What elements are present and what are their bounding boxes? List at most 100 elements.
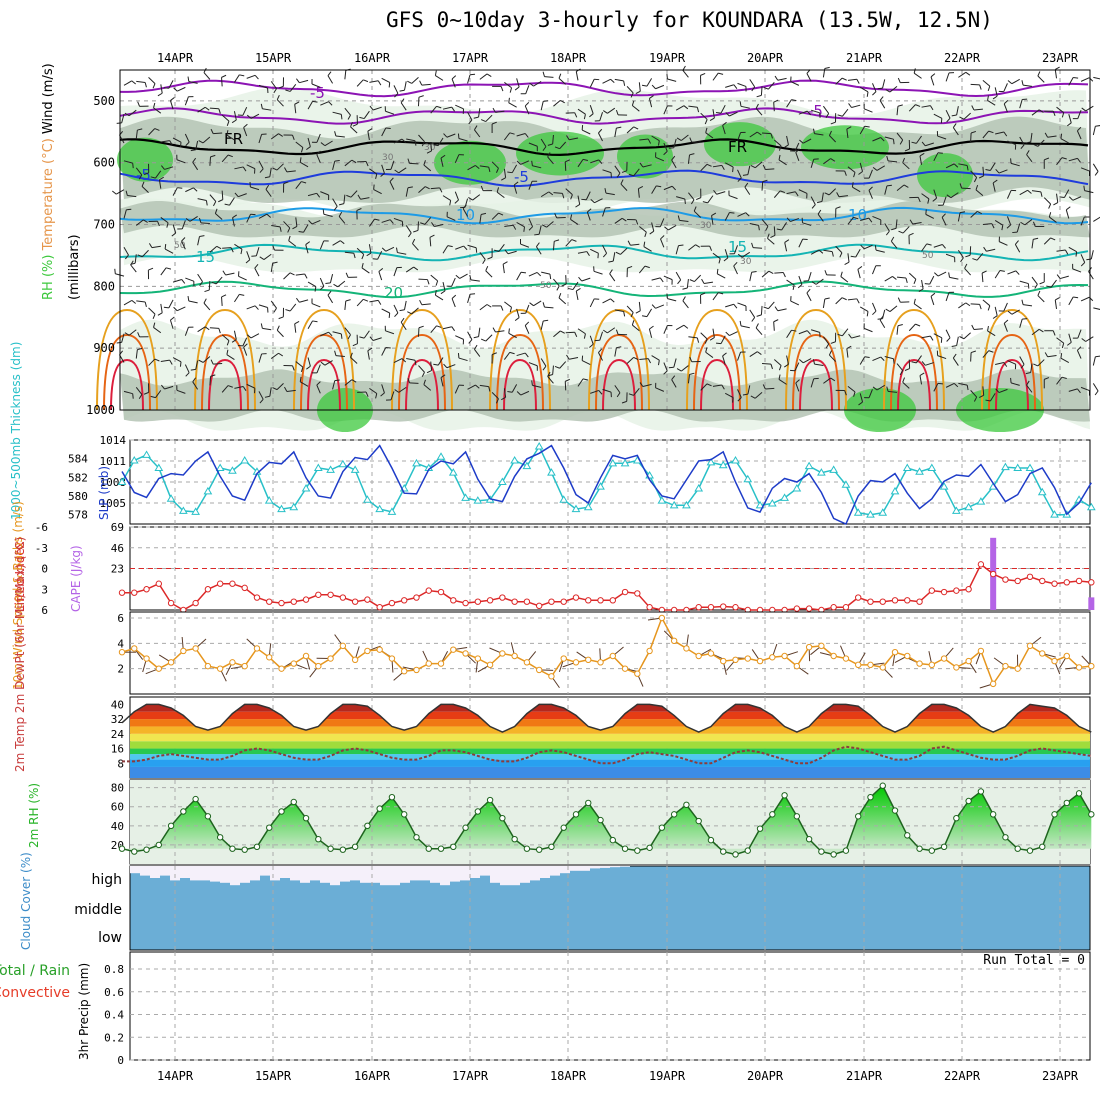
wind-barb: [888, 160, 898, 163]
wind-barb: [773, 321, 775, 331]
wind-barb-flag: [443, 133, 448, 138]
wind-speed-line-point: [204, 662, 212, 670]
ylabel-rh2m: 2m RH (%): [27, 783, 41, 848]
wind-barb-flag: [125, 190, 128, 196]
wind-barb: [503, 352, 511, 360]
wind-barb-flag: [150, 395, 156, 399]
lifted-index-line-point: [302, 596, 310, 603]
wind-barb-flag: [602, 110, 608, 114]
thickness-line-point: [571, 504, 581, 513]
slp-tick-label: 1005: [100, 497, 127, 510]
wind-barb: [393, 217, 403, 222]
rh-line-point: [241, 846, 248, 853]
wind-barb: [552, 134, 554, 145]
wind-barb-flag: [299, 157, 302, 163]
wind-barb-flag: [226, 340, 230, 346]
wind-barb: [270, 133, 279, 140]
wind-barb: [949, 276, 959, 280]
wind-barb: [945, 109, 951, 119]
wind-barb-flag: [547, 371, 551, 377]
rh-line-point: [989, 811, 997, 818]
wind-barb: [442, 326, 452, 330]
wind-barb: [524, 105, 530, 115]
wind-barb: [520, 160, 530, 165]
wind-barb: [1088, 271, 1094, 280]
wind-barb-flag: [414, 140, 417, 146]
wind-barb: [896, 106, 899, 116]
wind-barb: [405, 187, 409, 197]
wind-barb: [565, 239, 573, 247]
wind-barb-flag: [964, 263, 968, 269]
wind-barb: [728, 195, 738, 200]
wind-barb: [454, 154, 460, 164]
date-label-bottom: 23APR: [1042, 1069, 1079, 1083]
wind-barb-flag: [620, 179, 624, 185]
wind-barb: [884, 185, 888, 195]
wind-barb: [320, 101, 329, 106]
wind-barb: [221, 296, 223, 306]
wind-barb-flag: [718, 72, 724, 75]
wind-speed-line-point: [769, 654, 776, 661]
wind-barb-flag: [292, 225, 298, 230]
wind-barb: [614, 309, 624, 312]
wind-barb-flag: [806, 288, 811, 294]
ylabel-thickness: 1000~500mb Thickness (dm): [9, 342, 23, 520]
wind-barb: [197, 273, 203, 282]
wind-barb-flag: [1038, 328, 1044, 333]
wind-barb: [724, 212, 730, 221]
wind-barb: [1068, 246, 1077, 253]
wind-barb: [1030, 132, 1033, 142]
contour-label: -5: [310, 84, 325, 102]
wind-barb-flag: [363, 79, 369, 83]
wind-barb-flag: [762, 164, 766, 170]
wind-barb: [602, 207, 606, 217]
wind-barb-flag: [609, 269, 613, 274]
wind-barb-flag: [394, 169, 400, 174]
wind-barb: [798, 110, 808, 115]
wind-barb: [1043, 237, 1051, 245]
wind-barb: [773, 226, 776, 236]
wind-barb-flag: [899, 139, 904, 145]
wind-barb-flag: [966, 165, 969, 171]
isotherm-line: [119, 138, 1089, 157]
wind-barb-flag: [394, 312, 399, 318]
wind-barb: [712, 292, 719, 301]
cloud-gap: [190, 866, 200, 881]
wind-barb-flag: [709, 245, 713, 251]
diurnal-isotherm: [489, 308, 551, 411]
wind-barb: [135, 387, 143, 395]
wind-speed-line-point: [118, 649, 126, 656]
cloud-gap: [500, 866, 510, 886]
wind-barb: [773, 102, 775, 112]
wind-barb-flag: [902, 157, 906, 163]
thickness-line-point: [473, 496, 483, 504]
rh-line-point: [916, 845, 923, 852]
wind-barb-flag: [628, 173, 634, 177]
wind-barb: [1019, 99, 1023, 109]
upper-air-ylabel: RH (%) Temperature (°C) Wind (m/s)(milli…: [41, 63, 82, 300]
wind-barb: [753, 247, 763, 249]
wind-barb-flag: [294, 101, 300, 105]
diurnal-isotherm: [405, 358, 439, 411]
wind-barb-flag: [278, 85, 284, 89]
wind-barb-flag: [959, 183, 963, 189]
wind-barb: [847, 166, 856, 173]
wind-barb-flag: [689, 356, 693, 362]
wind-barb-flag: [995, 169, 1000, 174]
wind-barb-flag: [154, 128, 160, 131]
wind-barb: [540, 358, 547, 367]
wind-barb: [607, 327, 616, 334]
wind-barb-flag: [811, 281, 817, 285]
contour-label: 50: [540, 281, 552, 291]
wind-barb-flag: [756, 94, 762, 98]
date-label-top: 18APR: [550, 51, 587, 65]
wind-barb-flag: [991, 223, 995, 229]
wind-barb-flag: [482, 259, 486, 264]
wind-barb-flag: [886, 386, 889, 392]
temp-band: [130, 766, 1090, 778]
wind-barb-flag: [733, 84, 738, 89]
wind-barb: [607, 107, 616, 114]
wind-barb: [565, 188, 573, 196]
wind-barb-flag: [828, 130, 832, 136]
wind-barb-flag: [951, 114, 957, 117]
